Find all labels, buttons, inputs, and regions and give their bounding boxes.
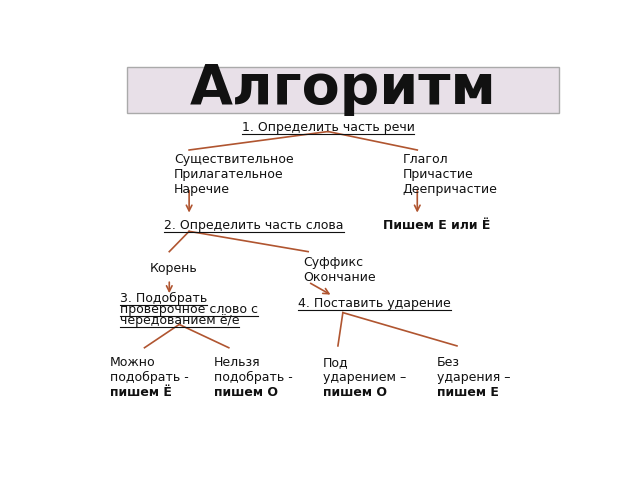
Text: Алгоритм: Алгоритм (189, 62, 496, 116)
Text: Без: Без (437, 356, 460, 369)
Text: 2. Определить часть слова: 2. Определить часть слова (164, 219, 344, 232)
Text: Можно: Можно (110, 356, 156, 369)
Text: Существительное
Прилагательное
Наречие: Существительное Прилагательное Наречие (174, 153, 294, 195)
Text: ударением –: ударением – (323, 371, 406, 384)
Text: подобрать -: подобрать - (214, 371, 292, 384)
Text: подобрать -: подобрать - (110, 371, 189, 384)
Text: проверочное слово с: проверочное слово с (120, 303, 258, 316)
Text: Пишем Е или Ё: Пишем Е или Ё (383, 219, 491, 232)
Text: пишем О: пишем О (323, 385, 387, 398)
Text: Глагол
Причастие
Деепричастие: Глагол Причастие Деепричастие (403, 153, 497, 195)
Text: Нельзя: Нельзя (214, 356, 260, 369)
Text: чередованием ё/е: чередованием ё/е (120, 314, 239, 327)
Text: ударения –: ударения – (437, 371, 511, 384)
FancyBboxPatch shape (75, 54, 581, 431)
Text: 3. Подобрать: 3. Подобрать (120, 292, 207, 305)
Text: пишем Ё: пишем Ё (110, 385, 172, 398)
Text: Суффикс
Окончание: Суффикс Окончание (303, 256, 376, 284)
Text: Корень: Корень (150, 262, 197, 275)
Text: пишем О: пишем О (214, 385, 278, 398)
Text: 4. Поставить ударение: 4. Поставить ударение (298, 297, 451, 310)
FancyBboxPatch shape (127, 67, 559, 113)
Text: пишем Е: пишем Е (437, 385, 499, 398)
Text: Под: Под (323, 356, 349, 369)
Text: 1. Определить часть речи: 1. Определить часть речи (241, 121, 415, 134)
